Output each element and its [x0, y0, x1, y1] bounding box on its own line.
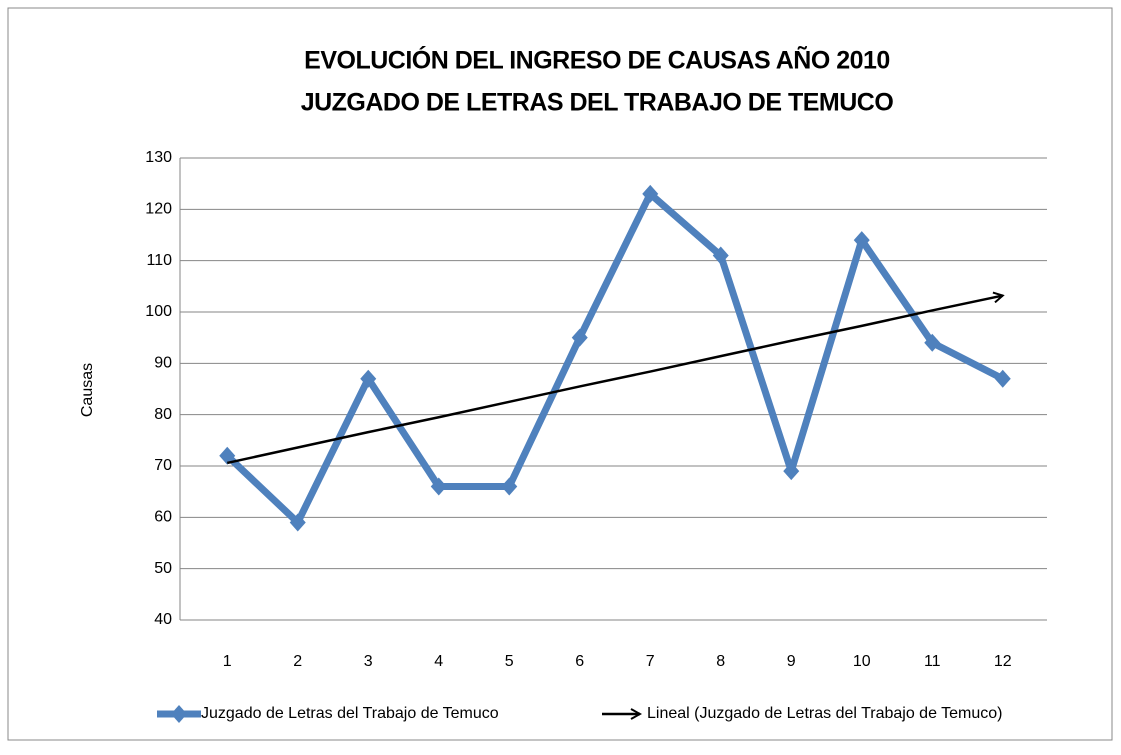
x-tick-label: 4: [434, 653, 443, 670]
y-tick-label: 50: [154, 560, 172, 577]
data-point: [430, 477, 447, 496]
chart-title: JUZGADO DE LETRAS DEL TRABAJO DE TEMUCO: [301, 89, 894, 117]
trend-line: [226, 296, 1003, 465]
y-tick-label: 130: [145, 149, 172, 166]
legend-label: Lineal (Juzgado de Letras del Trabajo de…: [647, 705, 1002, 722]
x-tick-label: 1: [223, 653, 232, 670]
data-line: [224, 190, 1005, 526]
data-point: [712, 246, 729, 265]
y-tick-label: 80: [154, 406, 172, 423]
y-tick-label: 90: [154, 355, 172, 372]
data-point: [501, 477, 518, 496]
x-tick-label: 3: [364, 653, 373, 670]
data-point: [783, 462, 800, 481]
x-tick-label: 6: [575, 653, 584, 670]
chart-title: EVOLUCIÓN DEL INGRESO DE CAUSAS AÑO 2010: [304, 45, 890, 75]
x-tick-label: 11: [924, 653, 941, 670]
x-tick-label: 12: [994, 653, 1012, 670]
y-tick-label: 120: [145, 201, 172, 218]
y-tick-label: 100: [145, 303, 172, 320]
x-tick-label: 9: [787, 653, 796, 670]
data-point: [571, 328, 588, 347]
data-point: [289, 513, 306, 532]
y-tick-label: 110: [146, 252, 172, 269]
data-point: [924, 333, 941, 352]
data-point: [219, 446, 236, 465]
y-axis-label: Causas: [79, 363, 96, 417]
x-tick-label: 2: [293, 653, 302, 670]
legend-label: Juzgado de Letras del Trabajo de Temuco: [201, 705, 499, 722]
x-tick-label: 7: [646, 653, 655, 670]
legend-marker: [171, 705, 187, 723]
data-point: [853, 231, 870, 250]
data-point: [994, 369, 1011, 388]
y-tick-label: 60: [154, 509, 172, 526]
x-tick-label: 10: [853, 653, 871, 670]
data-point: [642, 184, 659, 203]
y-tick-label: 40: [154, 611, 172, 628]
x-tick-label: 8: [716, 653, 725, 670]
y-tick-label: 70: [154, 457, 172, 474]
x-tick-label: 5: [505, 653, 514, 670]
data-point: [360, 369, 377, 388]
